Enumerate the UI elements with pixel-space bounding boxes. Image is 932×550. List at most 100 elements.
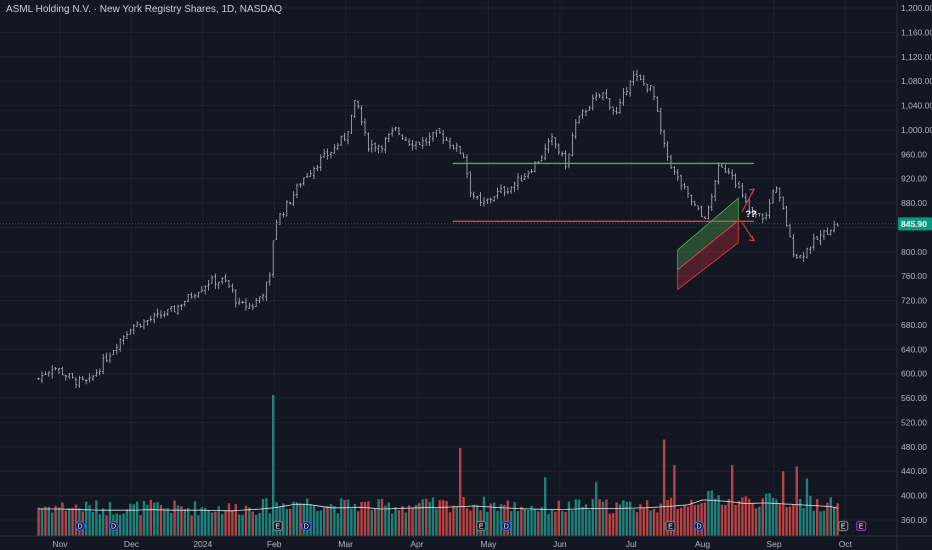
volume-bar (506, 500, 509, 536)
dividend-marker[interactable] (108, 520, 119, 532)
volume-bar (710, 490, 713, 536)
dividend-marker[interactable] (74, 520, 86, 532)
earnings-marker-label: E (668, 524, 673, 531)
drawings[interactable]: ?? (0, 162, 897, 291)
volume-bar (472, 504, 475, 536)
volume-bar (47, 506, 50, 536)
volume-bar (601, 501, 605, 536)
volume-bar (819, 511, 822, 536)
volume-bar (499, 504, 503, 536)
volume-bar (832, 507, 836, 536)
x-tick-label: Mar (338, 539, 353, 549)
volume-bar (802, 508, 805, 536)
volume-bar (724, 505, 727, 536)
volume-bar (169, 512, 173, 536)
arrow-up-head (748, 188, 755, 195)
volume-bar (509, 510, 513, 536)
earnings-marker[interactable] (856, 520, 867, 532)
volume-bar (387, 502, 390, 536)
volume-bar (727, 498, 730, 536)
volume-bar (397, 510, 401, 536)
volume-bar (74, 504, 78, 536)
volume-bar (696, 504, 700, 536)
volume-bar (312, 505, 316, 536)
volume-bar (183, 509, 186, 536)
dividend-marker[interactable] (693, 520, 705, 532)
dividend-marker[interactable] (501, 520, 512, 532)
volume-bar (591, 499, 594, 536)
volume-bar (326, 506, 329, 536)
volume-bar (163, 508, 166, 536)
y-tick-label: 1,200.00 (901, 3, 932, 13)
x-axis[interactable]: Nov Dec 2024 Feb Mar Apr May Jun Jul Aug Sep Oct (0, 535, 932, 549)
volume-bar (588, 509, 591, 536)
earnings-marker[interactable] (665, 520, 676, 532)
volume-bar (101, 508, 105, 536)
volume-bar (418, 503, 421, 536)
volume-bar (754, 508, 758, 536)
volume-bar (360, 501, 363, 536)
volume-bar (254, 514, 258, 536)
volume-bar (771, 497, 775, 536)
volume-bar (207, 509, 210, 536)
volume-bar (118, 514, 122, 536)
volume-bar (523, 509, 526, 536)
volume-bar (333, 506, 336, 536)
earnings-marker-label: E (275, 524, 280, 531)
channel-lower-zone[interactable] (677, 219, 739, 291)
volume-bar (384, 505, 387, 536)
dividend-marker-label: D (504, 524, 509, 531)
earnings-marker[interactable] (838, 520, 849, 532)
x-tick-label: Aug (695, 539, 710, 549)
volume-bar (231, 510, 234, 536)
volume-bar (642, 507, 645, 536)
volume-bar (758, 506, 761, 536)
volume-bar (520, 506, 523, 536)
candlesticks (37, 69, 839, 389)
volume-bar (492, 502, 496, 536)
x-tick-label: Sep (766, 539, 781, 549)
earnings-marker[interactable] (272, 520, 283, 532)
volume-bar (513, 502, 516, 536)
volume-bar (441, 500, 445, 536)
volume-bar (309, 504, 312, 536)
volume-bar (401, 506, 404, 536)
volume-bar (615, 502, 618, 536)
volume-bar (809, 495, 812, 536)
volume-bar (322, 507, 326, 536)
volume-bar (105, 515, 108, 536)
volume-bar (142, 501, 146, 536)
volume-bar (346, 499, 350, 536)
volume-bar (67, 508, 71, 536)
volume-bar (377, 499, 380, 536)
last-price-badge[interactable] (898, 217, 932, 231)
volume-bar (186, 508, 190, 536)
volume-bars (37, 395, 839, 536)
volume-bar (261, 499, 265, 536)
y-axis[interactable]: 1,200.00 1,160.00 1,120.00 1,080.00 1,040.00… (896, 0, 932, 550)
volume-bar (224, 510, 227, 536)
volume-bar (628, 501, 632, 536)
volume-bar (656, 512, 659, 536)
volume-bar (407, 505, 411, 536)
volume-bar (554, 511, 557, 536)
grid (0, 0, 897, 536)
volume-bar (265, 498, 268, 536)
arrow-down[interactable] (741, 221, 755, 242)
earnings-marker[interactable] (476, 520, 487, 532)
volume-bar (125, 509, 129, 536)
volume-bar (577, 499, 581, 536)
volume-bar (516, 511, 520, 536)
volume-bar (452, 505, 455, 536)
volume-bar (489, 503, 492, 536)
volume-bar (373, 508, 377, 536)
dividend-marker[interactable] (301, 520, 312, 532)
volume-bar (448, 512, 452, 536)
volume-bar (676, 508, 679, 536)
volume-bar (271, 395, 275, 536)
volume-bar (445, 501, 448, 536)
volume-bar (428, 501, 431, 536)
